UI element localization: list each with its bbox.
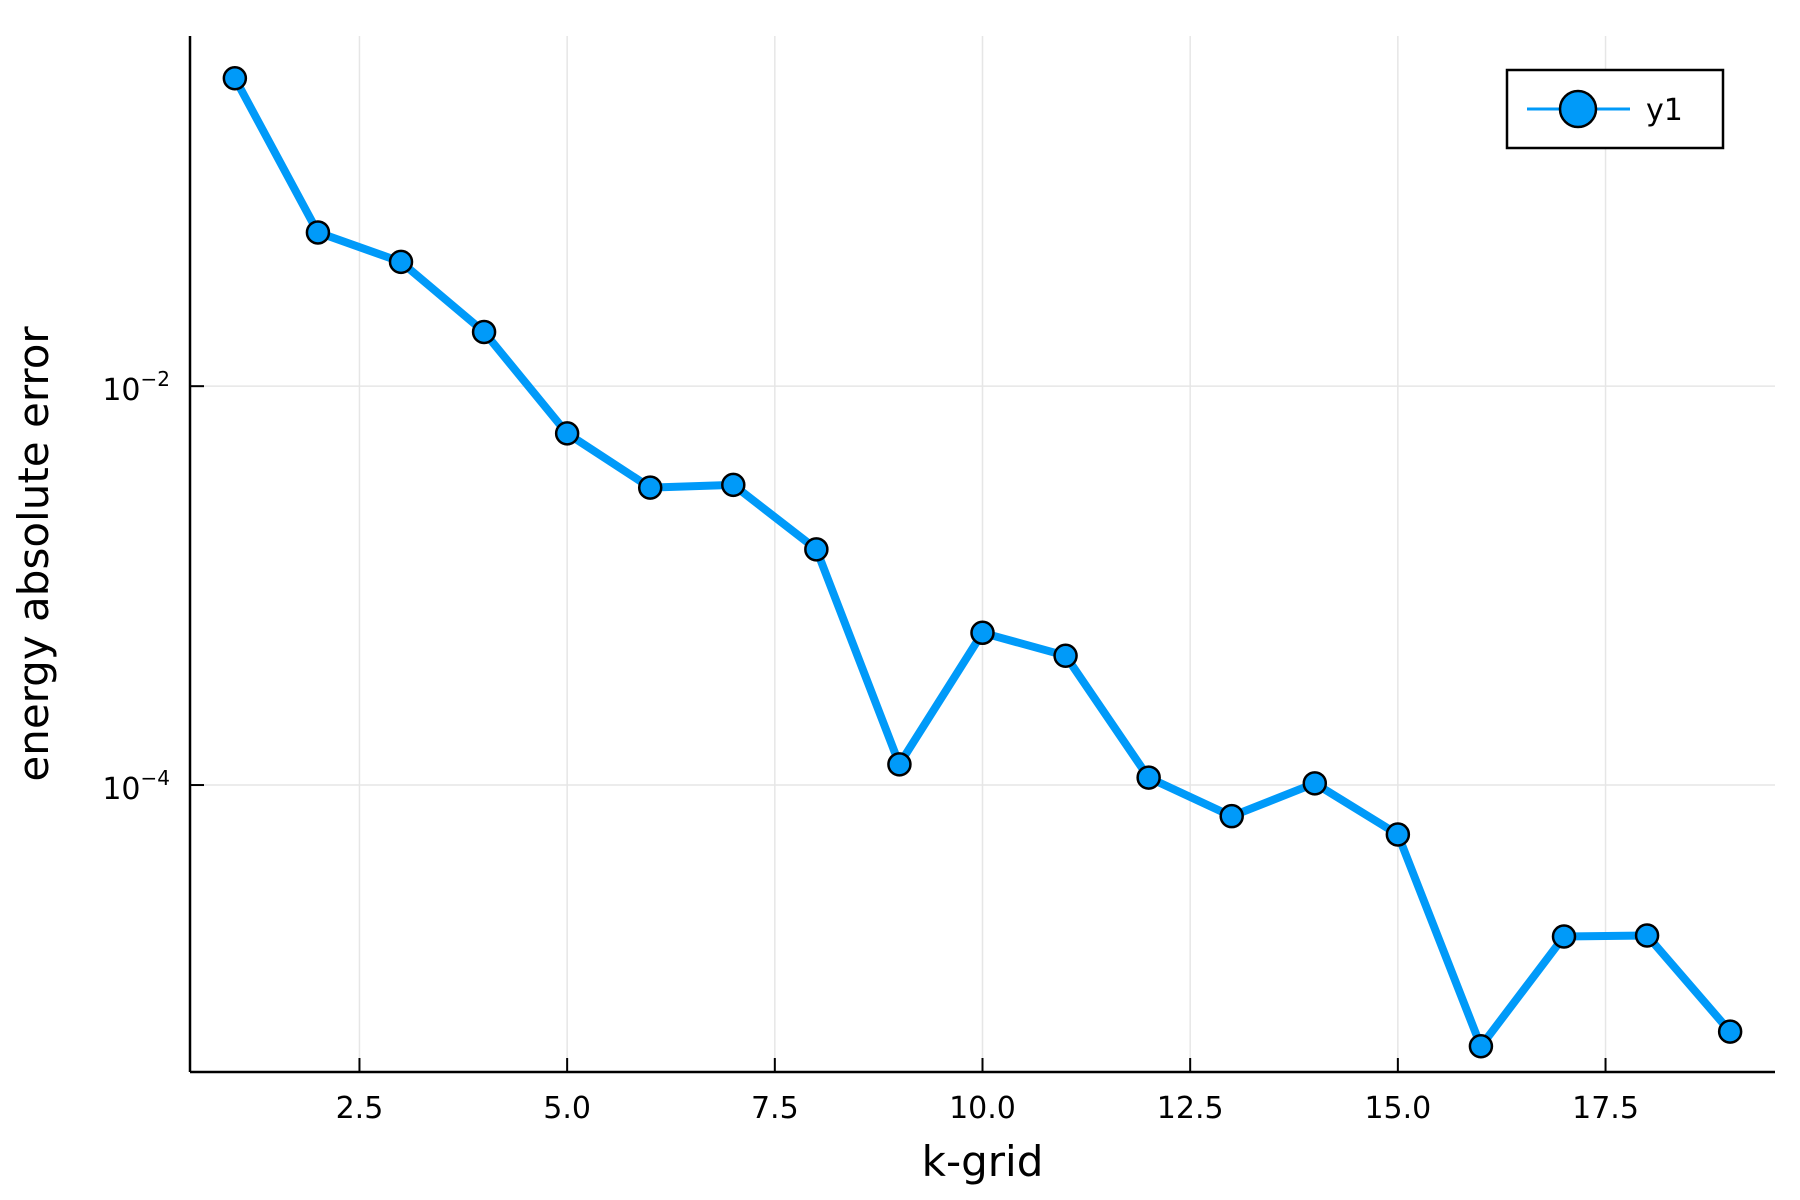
data-point bbox=[1385, 822, 1411, 847]
legend-series-label: y1 bbox=[1646, 93, 1683, 128]
x-tick-label: 7.5 bbox=[751, 1091, 799, 1126]
data-point bbox=[554, 421, 580, 446]
x-ticks: 2.5 5.0 7.5 10.0 12.5 15.0 17.5 bbox=[336, 1058, 1639, 1126]
legend: y1 bbox=[1505, 68, 1725, 150]
x-tick-label: 5.0 bbox=[543, 1091, 591, 1126]
x-tick-label: 2.5 bbox=[336, 1091, 384, 1126]
y-tick-base: 10 bbox=[102, 373, 140, 408]
y-ticks: 10−210−4 bbox=[102, 367, 204, 807]
data-point bbox=[637, 475, 663, 500]
x-axis-title: k-grid bbox=[922, 1137, 1044, 1186]
data-point bbox=[1136, 765, 1161, 790]
y-tick-base: 10 bbox=[102, 772, 140, 807]
data-point bbox=[887, 752, 912, 777]
data-point bbox=[1717, 1019, 1743, 1044]
data-point bbox=[721, 472, 746, 498]
data-point bbox=[970, 620, 995, 646]
series-layer bbox=[222, 65, 1743, 1059]
data-point bbox=[1302, 771, 1328, 796]
y-tick-label: 10−2 bbox=[102, 367, 170, 408]
legend-series-marker bbox=[1558, 89, 1598, 129]
data-point bbox=[1053, 643, 1078, 668]
y-tick-label: 10−4 bbox=[102, 766, 170, 807]
data-point bbox=[222, 65, 248, 91]
y-tick-exponent: −4 bbox=[141, 766, 170, 790]
x-tick-label: 17.5 bbox=[1572, 1091, 1639, 1126]
x-tick-label: 15.0 bbox=[1364, 1091, 1431, 1126]
data-point bbox=[804, 537, 829, 562]
grid bbox=[190, 36, 1775, 1072]
data-point bbox=[1219, 803, 1244, 829]
x-tick-label: 10.0 bbox=[949, 1091, 1016, 1126]
data-point bbox=[388, 249, 414, 275]
y-tick-exponent: −2 bbox=[141, 367, 170, 391]
data-point bbox=[305, 220, 331, 245]
data-point bbox=[1551, 924, 1577, 949]
x-tick-label: 12.5 bbox=[1157, 1091, 1224, 1126]
data-point bbox=[1634, 923, 1660, 948]
y-axis-title: energy absolute error bbox=[9, 326, 58, 782]
data-point bbox=[1468, 1034, 1494, 1059]
data-point bbox=[471, 319, 497, 345]
